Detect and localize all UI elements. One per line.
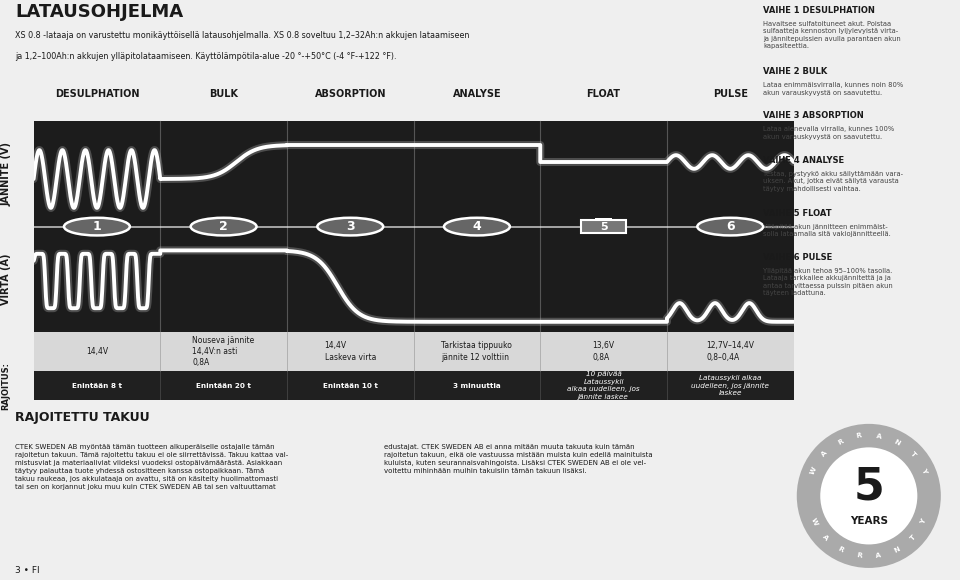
Circle shape (64, 218, 130, 235)
Text: 5: 5 (600, 222, 608, 231)
Text: Lataa enimmäisvirralla, kunnes noin 80%
akun varauskyvystä on saavutettu.: Lataa enimmäisvirralla, kunnes noin 80% … (763, 82, 903, 96)
Text: 14,4V: 14,4V (85, 347, 108, 356)
Text: 2: 2 (219, 220, 228, 233)
Text: JÄNNITE (V): JÄNNITE (V) (0, 142, 12, 206)
Text: Lataa alenevalla virralla, kunnes 100%
akun varauskyvystä on saavutettu.: Lataa alenevalla virralla, kunnes 100% a… (763, 126, 895, 140)
Text: VAIHE 5 FLOAT: VAIHE 5 FLOAT (763, 209, 831, 218)
Text: VAIHE 4 ANALYSE: VAIHE 4 ANALYSE (763, 155, 845, 165)
Text: edustajat. CTEK SWEDEN AB ei anna mitään muuta takuuta kuin tämän
rajoitetun tak: edustajat. CTEK SWEDEN AB ei anna mitään… (384, 444, 653, 474)
Text: Enintään 10 t: Enintään 10 t (323, 383, 377, 389)
Text: XS 0.8 -lataaja on varustettu monikäyttöisellä latausohjelmalla. XS 0.8 soveltuu: XS 0.8 -lataaja on varustettu monikäyttö… (15, 31, 469, 41)
Text: 4: 4 (472, 220, 481, 233)
Circle shape (820, 447, 918, 545)
Text: Ylläpitää akun jännitteen enimmäist-
solla lataamalla sitä vakiojännitteellä.: Ylläpitää akun jännitteen enimmäist- sol… (763, 223, 891, 237)
Text: W: W (809, 466, 818, 475)
FancyBboxPatch shape (581, 220, 627, 233)
Circle shape (318, 218, 383, 235)
Circle shape (191, 218, 256, 235)
Text: YEARS: YEARS (850, 516, 888, 526)
Text: LATAUSOHJELMA: LATAUSOHJELMA (15, 3, 183, 21)
Text: 12,7V–14,4V
0,8–0,4A: 12,7V–14,4V 0,8–0,4A (707, 341, 755, 362)
Text: R: R (837, 546, 844, 553)
Text: 14,4V
Laskeva virta: 14,4V Laskeva virta (324, 341, 376, 362)
Bar (34, 332, 794, 371)
Circle shape (697, 218, 763, 235)
Text: VIRTA (A): VIRTA (A) (1, 253, 11, 305)
Text: BULK: BULK (209, 89, 238, 99)
Text: Nouseva jännite
14,4V:n asti
0,8A: Nouseva jännite 14,4V:n asti 0,8A (192, 336, 254, 368)
Text: VAIHE 2 BULK: VAIHE 2 BULK (763, 67, 828, 77)
Text: VAIHE 3 ABSORPTION: VAIHE 3 ABSORPTION (763, 111, 864, 121)
Text: Ylläpitää akun tehoa 95–100% tasolla.
Lataaja tarkkailee akkujännitettä ja ja
an: Ylläpitää akun tehoa 95–100% tasolla. La… (763, 268, 893, 296)
Circle shape (797, 424, 941, 568)
Text: Enintään 20 t: Enintään 20 t (196, 383, 251, 389)
Text: R: R (856, 433, 862, 440)
Text: A: A (821, 534, 828, 542)
Text: 5: 5 (853, 465, 884, 508)
Bar (34, 121, 794, 332)
Text: A: A (876, 433, 881, 440)
Text: Testaa, pystyykö akku säilyttämään vara-
uksen. Akut, jotka eivät säilytä varaus: Testaa, pystyykö akku säilyttämään vara-… (763, 171, 903, 191)
Text: 3: 3 (346, 220, 354, 233)
Text: 6: 6 (726, 220, 734, 233)
Text: RAJOITUS:: RAJOITUS: (1, 361, 11, 409)
Text: 10 päivää
Lataussykli
alkaa uudelleen, jos
jännite laskee: 10 päivää Lataussykli alkaa uudelleen, j… (567, 371, 640, 400)
Text: Y: Y (920, 467, 927, 474)
Text: 3 minuuttia: 3 minuuttia (453, 383, 501, 389)
Bar (34, 371, 794, 400)
Text: ANALYSE: ANALYSE (452, 89, 501, 99)
Text: N: N (893, 438, 901, 446)
Text: N: N (893, 546, 901, 553)
Text: ABSORPTION: ABSORPTION (315, 89, 386, 99)
Circle shape (444, 218, 510, 235)
Text: Havaitsee sulfatoituneet akut. Poistaa
sulfaatteja kennoston lyijylevyistä virta: Havaitsee sulfatoituneet akut. Poistaa s… (763, 21, 900, 49)
Text: ja 1,2–100Ah:n akkujen ylläpitolataamiseen. Käyttölämpötila-alue -20 °-+50°C (-4: ja 1,2–100Ah:n akkujen ylläpitolataamise… (15, 52, 396, 61)
Text: RAJOITETTU TAKUU: RAJOITETTU TAKUU (15, 411, 150, 424)
Text: 13,6V
0,8A: 13,6V 0,8A (592, 341, 614, 362)
Text: VAIHE 1 DESULPHATION: VAIHE 1 DESULPHATION (763, 6, 876, 15)
Text: T: T (909, 450, 917, 458)
Text: Enintään 8 t: Enintään 8 t (72, 383, 122, 389)
Text: R: R (856, 552, 862, 559)
Text: A: A (876, 552, 881, 559)
Text: VAIHE 6 PULSE: VAIHE 6 PULSE (763, 253, 832, 262)
Text: A: A (821, 450, 828, 458)
Text: T: T (909, 534, 917, 542)
Bar (595, 219, 612, 221)
Text: Lataussykli alkaa
uudelleen, jos jännite
laskee: Lataussykli alkaa uudelleen, jos jännite… (691, 375, 769, 396)
Text: 3 • FI: 3 • FI (15, 566, 40, 575)
Text: W: W (809, 517, 818, 526)
Text: FLOAT: FLOAT (587, 89, 620, 99)
Text: Tarkistaa tippuuko
jännite 12 volttiin: Tarkistaa tippuuko jännite 12 volttiin (442, 341, 513, 362)
Text: R: R (837, 438, 844, 446)
Text: CTEK SWEDEN AB myöntää tämän tuotteen alkuperäiselle ostajalle tämän
rajoitetun : CTEK SWEDEN AB myöntää tämän tuotteen al… (15, 444, 289, 490)
Text: 1: 1 (92, 220, 102, 233)
Text: Y: Y (920, 518, 927, 525)
Text: DESULPHATION: DESULPHATION (55, 89, 139, 99)
Text: PULSE: PULSE (712, 89, 748, 99)
